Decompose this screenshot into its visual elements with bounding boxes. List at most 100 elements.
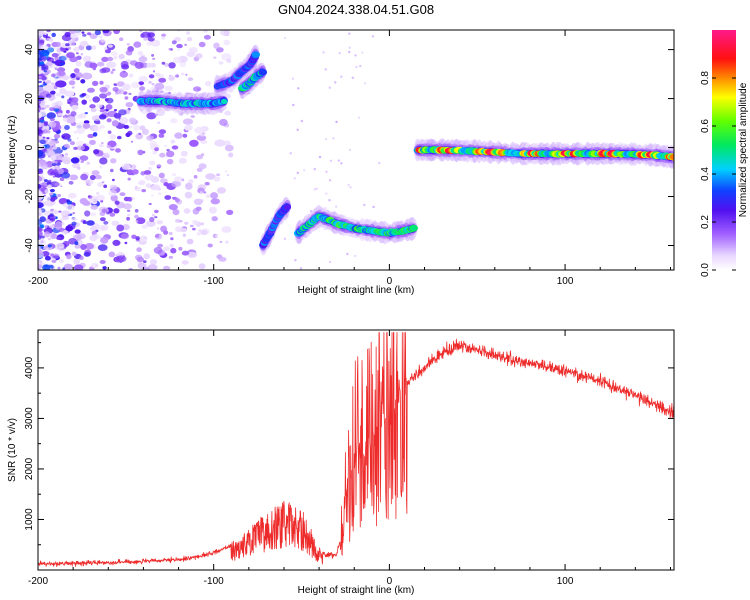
noise-speck [143, 236, 148, 240]
noise-speck [163, 265, 171, 270]
noise-speck [180, 227, 187, 233]
noise-speck [178, 157, 187, 164]
noise-speck [328, 86, 331, 89]
noise-speck [44, 179, 48, 183]
noise-speck [296, 128, 299, 131]
noise-speck [203, 34, 211, 40]
noise-speck [158, 77, 167, 83]
noise-speck [52, 253, 60, 259]
noise-speck [164, 63, 170, 67]
spectrogram-ridge-layer [136, 44, 674, 256]
noise-speck [349, 186, 352, 189]
noise-speck [198, 163, 207, 170]
noise-speck [215, 234, 219, 238]
noise-speck [99, 80, 104, 85]
noise-speck [198, 229, 202, 232]
noise-speck [329, 159, 333, 162]
noise-speck [58, 210, 62, 213]
noise-speck [136, 247, 142, 253]
noise-speck [139, 86, 146, 91]
noise-speck [73, 68, 80, 74]
noise-speck [168, 204, 178, 211]
ridge-right-band [413, 138, 674, 169]
noise-speck [49, 96, 54, 102]
noise-speck [50, 171, 57, 176]
noise-speck [113, 55, 118, 60]
noise-speck [92, 96, 100, 103]
noise-speck [226, 209, 234, 215]
spectrogram-x-tick-label: 100 [557, 276, 574, 287]
noise-speck [81, 99, 87, 105]
noise-speck [104, 49, 112, 54]
noise-speck [82, 123, 91, 129]
noise-speck [224, 110, 232, 116]
noise-speck [99, 35, 103, 39]
noise-speck [79, 255, 84, 261]
noise-speck [43, 231, 51, 238]
noise-speck [156, 227, 160, 230]
noise-speck [99, 124, 105, 129]
noise-speck [146, 135, 154, 141]
noise-speck [73, 30, 82, 36]
noise-speck [116, 224, 125, 232]
noise-speck [176, 43, 183, 49]
noise-speck [187, 77, 194, 81]
noise-speck [340, 75, 343, 78]
noise-speck [139, 30, 143, 33]
noise-speck [143, 37, 148, 41]
noise-speck [138, 56, 148, 63]
noise-speck [94, 30, 101, 36]
noise-speck [147, 264, 158, 270]
noise-speck [100, 217, 106, 222]
noise-speck [169, 243, 174, 248]
noise-speck [122, 83, 131, 91]
noise-speck [49, 224, 55, 229]
noise-speck [64, 144, 68, 148]
noise-speck [53, 133, 61, 139]
noise-speck [54, 138, 58, 141]
noise-speck [46, 141, 50, 144]
noise-speck [141, 128, 149, 135]
noise-speck [75, 122, 87, 130]
noise-speck [182, 133, 188, 138]
noise-speck [180, 150, 188, 157]
noise-speck [105, 104, 113, 110]
noise-speck [186, 31, 191, 35]
noise-speck [115, 255, 127, 263]
noise-speck [170, 48, 173, 51]
noise-speck [98, 143, 104, 148]
noise-speck [143, 260, 147, 263]
snr-x-tick-label: 100 [557, 576, 574, 587]
noise-speck [62, 229, 69, 235]
noise-speck [216, 173, 221, 177]
noise-speck [168, 255, 174, 259]
noise-speck [93, 149, 100, 155]
noise-speck [92, 132, 98, 137]
spectrogram-y-tick-label: 40 [24, 44, 35, 56]
noise-speck [49, 188, 55, 193]
noise-speck [125, 102, 134, 108]
noise-speck [199, 191, 203, 194]
noise-speck [70, 111, 77, 117]
noise-speck [213, 176, 221, 182]
noise-speck [39, 102, 45, 107]
noise-speck [109, 212, 116, 217]
noise-speck [65, 48, 69, 51]
noise-speck [105, 152, 110, 155]
noise-speck [86, 220, 95, 226]
noise-speck [128, 267, 133, 270]
noise-speck [185, 182, 193, 190]
noise-speck [192, 227, 196, 231]
snr-series-line [38, 332, 674, 568]
noise-speck [111, 220, 120, 226]
noise-speck [113, 109, 117, 112]
noise-speck [152, 150, 157, 155]
noise-speck [348, 148, 352, 152]
noise-speck [75, 60, 82, 67]
noise-speck [41, 163, 49, 170]
noise-speck [48, 38, 54, 42]
noise-speck [41, 66, 47, 70]
noise-speck [66, 52, 75, 59]
noise-speck [148, 74, 155, 79]
noise-speck [73, 130, 78, 134]
